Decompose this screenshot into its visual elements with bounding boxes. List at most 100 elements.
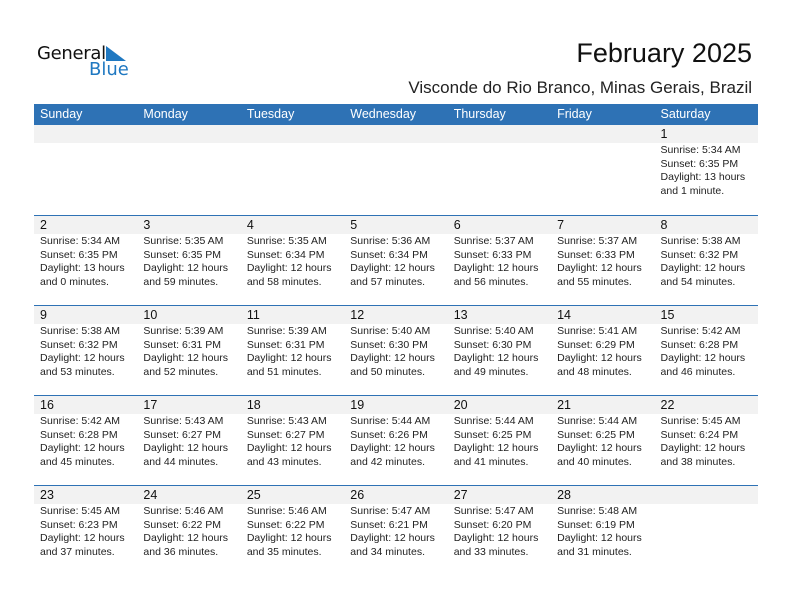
sunset-text: Sunset: 6:34 PM (246, 248, 325, 261)
day-cell: 9 Sunrise: 5:38 AM Sunset: 6:32 PM Daylight… (34, 306, 138, 395)
sunset-text: Sunset: 6:35 PM (143, 248, 222, 261)
day-info: Sunrise: 5:45 AM Sunset: 6:24 PM Daylight:… (655, 414, 758, 469)
daylight-text: and 48 minutes. (557, 365, 632, 378)
weekday-tuesday: Tuesday (246, 107, 295, 121)
daylight-text: and 59 minutes. (143, 275, 219, 288)
daylight-text: Daylight: 12 hours (246, 352, 332, 364)
date-number (344, 125, 448, 143)
sunset-text: Sunset: 6:25 PM (453, 428, 532, 441)
day-cell: 19 Sunrise: 5:44 AM Sunset: 6:26 PM Dayligh… (344, 396, 448, 485)
sunset-text: Sunset: 6:31 PM (246, 338, 325, 351)
daylight-text: and 31 minutes. (557, 545, 632, 558)
date-number: 1 (654, 125, 758, 143)
daylight-text: Daylight: 12 hours (40, 352, 125, 364)
day-info: Sunrise: 5:34 AM Sunset: 6:35 PM Daylight:… (655, 143, 758, 198)
sunrise-text: Sunrise: 5:48 AM (557, 505, 638, 517)
daylight-text: and 44 minutes. (143, 455, 219, 468)
day-cell: 11 Sunrise: 5:39 AM Sunset: 6:31 PM Dayligh… (240, 306, 345, 395)
weekday-saturday: Saturday (660, 107, 711, 121)
day-cell: 28 Sunrise: 5:48 AM Sunset: 6:19 PM Dayligh… (551, 486, 655, 575)
sunrise-text: Sunrise: 5:34 AM (660, 144, 741, 156)
day-info: Sunrise: 5:36 AM Sunset: 6:34 PM Daylight:… (344, 234, 447, 289)
daylight-text: and 46 minutes. (660, 365, 736, 378)
sunrise-text: Sunrise: 5:44 AM (453, 415, 534, 427)
sunset-text: Sunset: 6:20 PM (453, 518, 532, 531)
date-number: 16 (34, 396, 138, 414)
daylight-text: Daylight: 12 hours (246, 442, 332, 454)
daylight-text: and 43 minutes. (246, 455, 322, 468)
date-number: 3 (137, 216, 241, 234)
day-cell: 27 Sunrise: 5:47 AM Sunset: 6:20 PM Dayligh… (447, 486, 552, 575)
date-number: 17 (137, 396, 241, 414)
sunrise-text: Sunrise: 5:42 AM (40, 415, 120, 427)
sunrise-text: Sunrise: 5:46 AM (246, 505, 327, 517)
day-cell: 4 Sunrise: 5:35 AM Sunset: 6:34 PM Daylight… (240, 216, 345, 305)
date-number (654, 486, 758, 504)
sunset-text: Sunset: 6:33 PM (453, 248, 532, 261)
day-info: Sunrise: 5:40 AM Sunset: 6:30 PM Daylight:… (448, 324, 551, 379)
daylight-text: and 58 minutes. (246, 275, 322, 288)
daylight-text: Daylight: 12 hours (143, 352, 229, 364)
day-info: Sunrise: 5:37 AM Sunset: 6:33 PM Daylight:… (551, 234, 654, 289)
sunset-text: Sunset: 6:33 PM (557, 248, 635, 261)
daylight-text: and 37 minutes. (40, 545, 115, 558)
sunrise-text: Sunrise: 5:46 AM (143, 505, 224, 517)
day-cell: 20 Sunrise: 5:44 AM Sunset: 6:25 PM Dayligh… (447, 396, 552, 485)
sunset-text: Sunset: 6:21 PM (350, 518, 428, 531)
calendar-grid: Sunday Monday Tuesday Wednesday Thursday Frid… (34, 104, 758, 575)
sunset-text: Sunset: 6:31 PM (143, 338, 222, 351)
sunset-text: Sunset: 6:23 PM (40, 518, 118, 531)
day-info: Sunrise: 5:38 AM Sunset: 6:32 PM Daylight:… (655, 234, 758, 289)
day-info: Sunrise: 5:37 AM Sunset: 6:33 PM Daylight:… (448, 234, 551, 289)
daylight-text: and 38 minutes. (660, 455, 736, 468)
sunset-text: Sunset: 6:34 PM (350, 248, 428, 261)
day-cell: 14 Sunrise: 5:41 AM Sunset: 6:29 PM Dayligh… (551, 306, 655, 395)
daylight-text: Daylight: 12 hours (246, 262, 332, 274)
sunrise-text: Sunrise: 5:38 AM (660, 235, 741, 247)
daylight-text: Daylight: 12 hours (453, 442, 539, 454)
date-number (34, 125, 138, 143)
day-info: Sunrise: 5:44 AM Sunset: 6:25 PM Daylight:… (551, 414, 654, 469)
daylight-text: and 36 minutes. (143, 545, 219, 558)
day-info: Sunrise: 5:47 AM Sunset: 6:20 PM Daylight:… (448, 504, 551, 559)
date-number (137, 125, 241, 143)
sunset-text: Sunset: 6:35 PM (40, 248, 118, 261)
date-number: 19 (344, 396, 448, 414)
day-info: Sunrise: 5:43 AM Sunset: 6:27 PM Daylight:… (137, 414, 240, 469)
daylight-text: Daylight: 12 hours (453, 532, 539, 544)
empty-day-cell (137, 125, 241, 215)
day-cell: 2 Sunrise: 5:34 AM Sunset: 6:35 PM Daylight… (34, 216, 138, 305)
sunrise-text: Sunrise: 5:44 AM (350, 415, 431, 427)
day-cell: 13 Sunrise: 5:40 AM Sunset: 6:30 PM Dayligh… (447, 306, 552, 395)
daylight-text: and 34 minutes. (350, 545, 425, 558)
sunrise-text: Sunrise: 5:38 AM (40, 325, 120, 337)
date-number: 5 (344, 216, 448, 234)
empty-day-cell (344, 125, 448, 215)
day-cell: 3 Sunrise: 5:35 AM Sunset: 6:35 PM Daylight… (137, 216, 241, 305)
week-row: 1 Sunrise: 5:34 AM Sunset: 6:35 PM Daylight… (34, 125, 758, 215)
day-info: Sunrise: 5:44 AM Sunset: 6:25 PM Daylight:… (448, 414, 551, 469)
daylight-text: and 45 minutes. (40, 455, 115, 468)
sunrise-text: Sunrise: 5:37 AM (557, 235, 638, 247)
day-info: Sunrise: 5:34 AM Sunset: 6:35 PM Daylight:… (34, 234, 137, 289)
daylight-text: Daylight: 12 hours (40, 442, 125, 454)
weekday-monday: Monday (143, 107, 188, 121)
date-number: 6 (447, 216, 552, 234)
day-cell: 15 Sunrise: 5:42 AM Sunset: 6:28 PM Dayligh… (654, 306, 758, 395)
date-number: 18 (240, 396, 345, 414)
sunrise-text: Sunrise: 5:39 AM (246, 325, 327, 337)
day-cell: 1 Sunrise: 5:34 AM Sunset: 6:35 PM Daylight… (654, 125, 758, 215)
week-row: 9 Sunrise: 5:38 AM Sunset: 6:32 PM Daylight… (34, 305, 758, 395)
weekday-wednesday: Wednesday (350, 107, 417, 121)
sunrise-text: Sunrise: 5:42 AM (660, 325, 741, 337)
daylight-text: and 56 minutes. (453, 275, 529, 288)
sunset-text: Sunset: 6:22 PM (143, 518, 222, 531)
date-number: 23 (34, 486, 138, 504)
day-cell: 5 Sunrise: 5:36 AM Sunset: 6:34 PM Daylight… (344, 216, 448, 305)
daylight-text: Daylight: 13 hours (660, 171, 746, 183)
daylight-text: and 54 minutes. (660, 275, 736, 288)
daylight-text: Daylight: 12 hours (350, 532, 435, 544)
location-subtitle: Visconde do Rio Branco, Minas Gerais, Br… (408, 78, 752, 97)
day-info: Sunrise: 5:39 AM Sunset: 6:31 PM Daylight:… (137, 324, 240, 379)
sunset-text: Sunset: 6:19 PM (557, 518, 635, 531)
